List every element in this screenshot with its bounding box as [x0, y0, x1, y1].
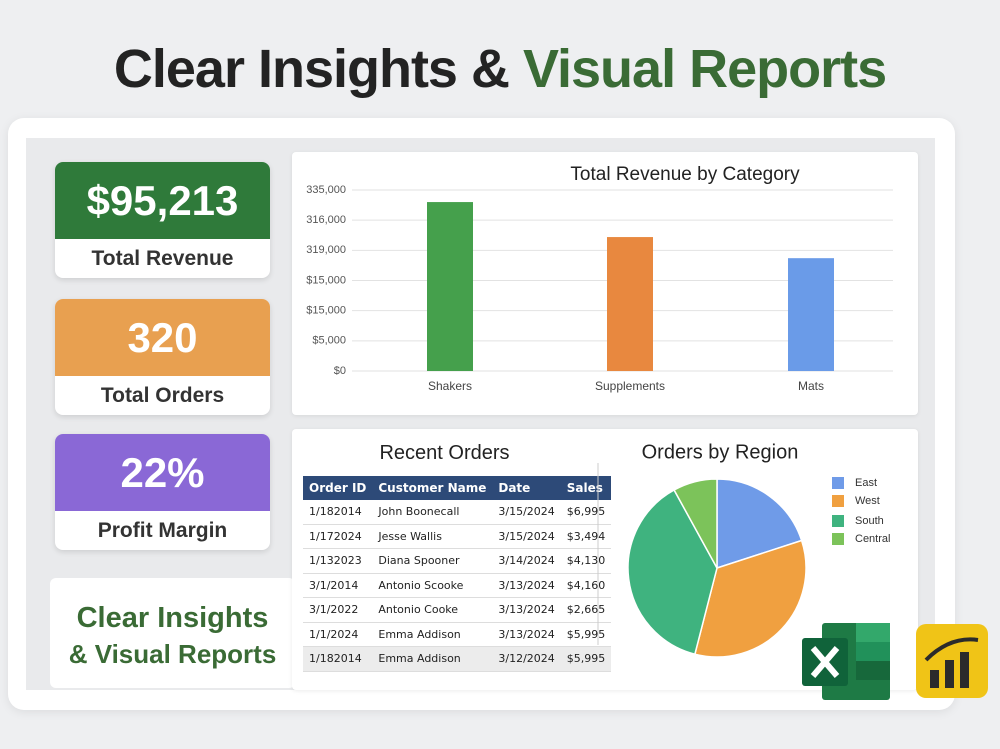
table-cell: 3/13/2024	[492, 597, 561, 623]
orders-table: Order ID Customer Name Date Sales 1/182014 Jo…	[303, 476, 612, 672]
kpi-value: 320	[55, 299, 270, 376]
table-title: Recent Orders	[379, 442, 510, 464]
column-header: Date	[492, 476, 561, 500]
table-row: 1/182014 John Boonecall 3/15/2024 $6,995	[303, 500, 612, 525]
table-cell: 1/182014	[303, 500, 373, 525]
legend-label: West	[855, 495, 880, 507]
table-cell: $4,160	[560, 573, 612, 598]
column-header: Sales	[560, 476, 612, 500]
page-title: Clear Insights & Visual Reports	[0, 38, 1000, 100]
y-tick-label: $15,000	[306, 305, 346, 317]
legend-label: Central	[855, 533, 890, 545]
pie-slice	[673, 478, 718, 569]
table-cell: Emma Addison	[372, 622, 493, 647]
title-part: Clear Insights &	[113, 39, 510, 99]
legend-label: South	[855, 515, 884, 527]
chart-title: Total Revenue by Category	[570, 164, 800, 185]
y-tick-label: 319,000	[306, 244, 346, 256]
table-cell: Antonio Cooke	[372, 597, 493, 623]
column-header: Order ID	[303, 476, 373, 500]
excel-icon	[802, 623, 890, 700]
x-tick-label: Shakers	[428, 379, 472, 393]
table-cell: 1/1/2024	[303, 622, 373, 647]
table-row: 3/1/2014 Antonio Scooke 3/13/2024 $4,160	[303, 573, 612, 598]
pie-slice	[693, 539, 807, 658]
kpi-label: Total Revenue	[91, 246, 234, 270]
bar	[607, 237, 653, 371]
table-cell: $3,494	[560, 524, 612, 549]
pie-slice	[627, 488, 718, 656]
title-part: Visual Reports	[522, 39, 887, 99]
table-cell: Emma Addison	[372, 646, 493, 672]
table-row: 1/172024 Jesse Wallis 3/15/2024 $3,494	[303, 524, 612, 549]
bar	[427, 202, 473, 371]
y-tick-label: $5,000	[312, 335, 346, 347]
table-cell: $5,995	[560, 622, 612, 647]
table-row: 1/132023 Diana Spooner 3/14/2024 $4,130	[303, 548, 612, 574]
powerbi-icon	[916, 624, 988, 698]
legend-swatch	[832, 533, 844, 545]
promo-line: & Visual Reports	[68, 639, 277, 669]
table-cell: Jesse Wallis	[372, 524, 493, 549]
table-cell: 1/182014	[303, 646, 373, 672]
table-cell: $6,995	[560, 500, 612, 525]
promo-line: Clear Insights	[76, 602, 269, 634]
table-cell: 3/13/2024	[492, 573, 561, 598]
pie-slice	[716, 478, 803, 570]
table-row: 1/182014 Emma Addison 3/12/2024 $5,995	[303, 646, 612, 672]
promo-card: Clear Insights & Visual Reports	[50, 578, 295, 688]
bar	[788, 258, 834, 371]
table-cell: $2,665	[560, 597, 612, 623]
legend-swatch	[832, 477, 844, 489]
table-cell: Diana Spooner	[372, 548, 493, 574]
table-cell: 3/14/2024	[492, 548, 561, 574]
table-cell: $5,995	[560, 646, 612, 672]
legend-swatch	[832, 495, 844, 507]
kpi-label: Profit Margin	[97, 518, 228, 542]
table-row: 1/1/2024 Emma Addison 3/13/2024 $5,995	[303, 622, 612, 647]
table-cell: 3/12/2024	[492, 646, 561, 672]
table-cell: John Boonecall	[372, 500, 493, 525]
table-cell: $4,130	[560, 548, 612, 574]
kpi-card: 22% Profit Margin	[55, 434, 270, 550]
table-cell: 3/15/2024	[492, 500, 561, 525]
y-tick-label: 335,000	[306, 184, 346, 196]
y-tick-label: $0	[334, 365, 346, 377]
table-cell: 1/132023	[303, 548, 373, 574]
column-header: Customer Name	[372, 476, 493, 500]
legend-swatch	[832, 515, 844, 527]
y-tick-label: 316,000	[306, 214, 346, 226]
kpi-label: Total Orders	[100, 383, 225, 407]
table-header: Order ID Customer Name Date Sales	[303, 476, 612, 500]
table-cell: 3/1/2014	[303, 573, 373, 598]
chart-title: Orders by Region	[642, 441, 799, 463]
x-tick-label: Supplements	[595, 379, 665, 393]
kpi-value: 22%	[55, 434, 270, 511]
kpi-card: $95,213 Total Revenue	[55, 162, 270, 278]
table-cell: 3/15/2024	[492, 524, 561, 549]
table-cell: 3/13/2024	[492, 622, 561, 647]
kpi-card: 320 Total Orders	[55, 299, 270, 415]
kpi-value: $95,213	[55, 162, 270, 239]
y-tick-label: $15,000	[306, 274, 346, 286]
table-cell: 3/1/2022	[303, 597, 373, 623]
table-cell: 1/172024	[303, 524, 373, 549]
x-tick-label: Mats	[798, 379, 824, 393]
legend-label: East	[855, 477, 877, 489]
table-row: 3/1/2022 Antonio Cooke 3/13/2024 $2,665	[303, 597, 612, 623]
table-cell: Antonio Scooke	[372, 573, 493, 598]
